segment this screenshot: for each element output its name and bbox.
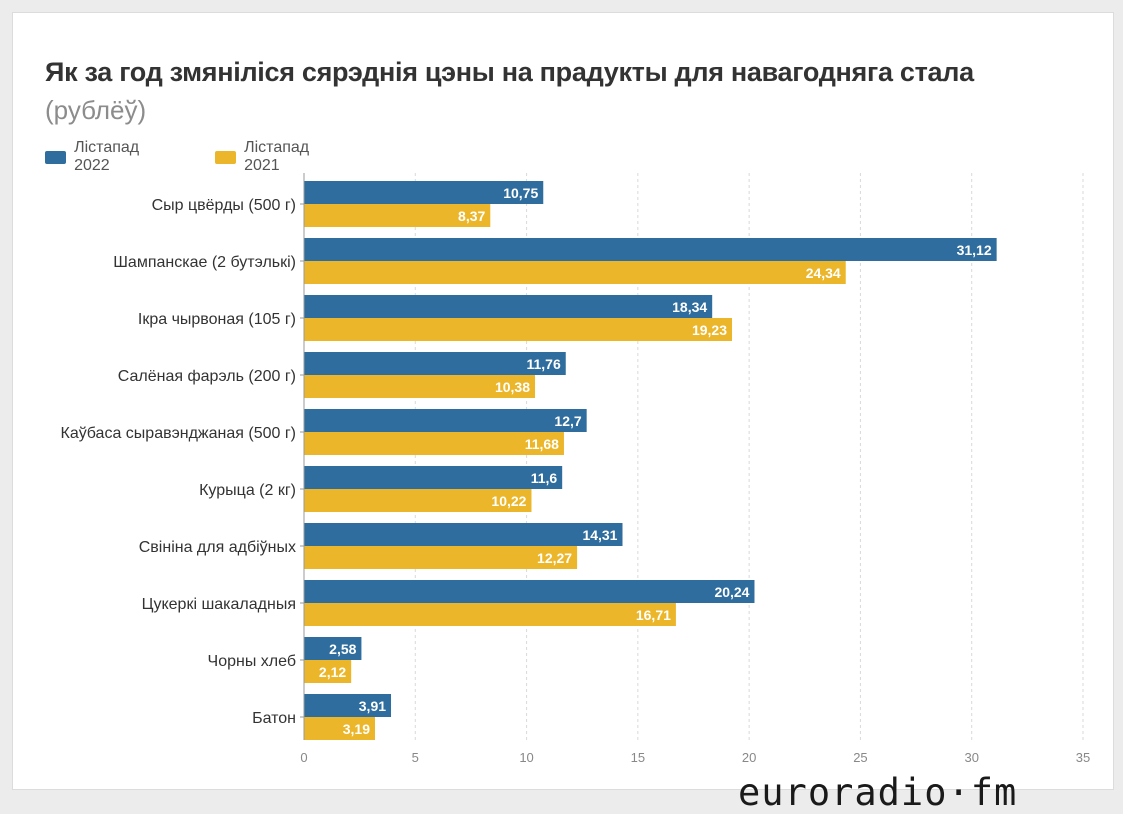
chart-title: Як за год змяніліся сярэднія цэны на пра… [45,57,974,87]
bar-2021 [304,261,846,284]
category-label: Чорны хлеб [208,653,296,670]
bar-2022 [304,523,623,546]
x-tick-label-20: 20 [742,750,756,765]
category-label: Сыр цвёрды (500 г) [152,197,296,214]
bar-2021 [304,489,532,512]
data-label-2021: 19,23 [692,322,727,338]
legend-label-2021: Лістапад 2021 [244,139,310,174]
bar-2022 [304,181,544,204]
data-label-2022: 11,76 [526,356,560,372]
bar-2022 [304,694,392,717]
bar-2022 [304,637,362,660]
bar-2021 [304,204,491,227]
x-tick-label-15: 15 [631,750,645,765]
data-label-2022: 2,58 [329,641,356,657]
data-label-2022: 18,34 [672,299,707,315]
x-tick-label-10: 10 [519,750,533,765]
bar-2021 [304,432,564,455]
data-label-2021: 10,38 [495,379,530,395]
legend-swatch-2022 [45,150,67,164]
x-tick-label-0: 0 [300,750,307,765]
bar-2021 [304,375,536,398]
data-label-2021: 3,19 [343,721,370,737]
legend-swatch-2021 [215,150,237,164]
chart-card: Як за год змяніліся сярэднія цэны на пра… [12,12,1114,813]
category-label: Батон [252,710,296,727]
data-label-2022: 11,6 [531,470,558,486]
bar-2022 [304,352,566,375]
x-tick-label-35: 35 [1076,750,1090,765]
bar-2021 [304,660,352,683]
category-label: Курыца (2 кг) [199,482,296,499]
data-label-2021: 10,22 [491,493,526,509]
bar-2021 [304,318,733,341]
data-label-2022: 10,75 [503,185,538,201]
data-label-2021: 8,37 [458,208,485,224]
category-label: Шампанскае (2 бутэлькі) [113,254,296,271]
x-tick-label-25: 25 [853,750,867,765]
bar-chart: 0 5 10 15 20 25 30 35 Сыр цвёрды (500 г) 10,75 8,3… [61,173,1090,765]
bar-2022 [304,238,997,261]
bar-2021 [304,546,578,569]
legend-item-2021: Лістапад 2021 [215,139,318,174]
data-label-2022: 20,24 [714,584,749,600]
category-label: Каўбаса сыравэнджаная (500 г) [61,425,296,442]
category-label: Салёная фарэль (200 г) [118,368,296,385]
data-label-2021: 2,12 [319,664,346,680]
bar-2022 [304,409,587,432]
legend-item-2022: Лістапад 2022 [45,139,148,174]
data-label-2022: 31,12 [957,242,992,258]
bar-2022 [304,295,713,318]
category-label: Ікра чырвоная (105 г) [138,311,296,328]
data-label-2021: 12,27 [537,550,572,566]
euroradio-logo: euroradio·fm [738,771,1018,814]
data-label-2022: 14,31 [582,527,617,543]
bar-2021 [304,717,376,740]
chart-subtitle: (рублёў) [45,95,147,125]
x-tick-label-5: 5 [412,750,419,765]
data-label-2021: 24,34 [806,265,841,281]
category-label: Свініна для адбіўных [139,539,296,556]
bar-2022 [304,466,563,489]
data-label-2022: 3,91 [359,698,386,714]
data-label-2021: 16,71 [636,607,671,623]
x-tick-label-30: 30 [964,750,978,765]
data-label-2021: 11,68 [525,436,559,452]
bar-2021 [304,603,676,626]
bar-2022 [304,580,755,603]
category-label: Цукеркі шакаладныя [142,596,296,613]
data-label-2022: 12,7 [554,413,581,429]
legend-label-2022: Лістапад 2022 [74,139,140,174]
